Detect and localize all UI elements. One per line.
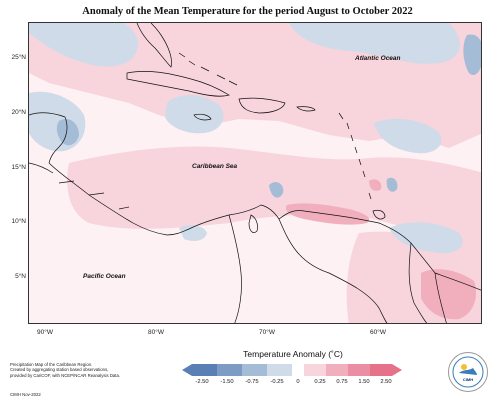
map-panel: Atlantic Ocean Caribbean Sea Pacific Oce… (28, 22, 482, 324)
cool-anomaly-aruba (269, 182, 284, 198)
anomaly-map-svg (29, 23, 481, 323)
colorbar-segment-6 (326, 364, 348, 376)
pacific-ocean-label: Pacific Ocean (83, 273, 126, 280)
florida-outline (136, 23, 172, 68)
lat-tick-10: 10°N (11, 218, 26, 225)
lon-tick-70: 70°W (259, 329, 275, 336)
cool-anomaly-barbados (386, 177, 398, 192)
bahamas-outline (178, 52, 238, 86)
cool-anomaly-north-gulf (29, 23, 139, 67)
jamaica-outline (193, 113, 212, 121)
cool-anomaly-east-caribbean (374, 118, 442, 154)
colombia-border (228, 214, 242, 323)
cool-anomaly-guyana-coast (389, 222, 463, 254)
atlantic-ocean-label: Atlantic Ocean (355, 55, 401, 62)
puerto-rico-outline (296, 106, 316, 112)
lake-maracaibo (248, 214, 258, 233)
map-title: Anomaly of the Mean Temperature for the … (82, 6, 413, 17)
logo-emblem-icon (452, 356, 484, 388)
guyana-border (408, 242, 428, 323)
legend-title: Temperature Anomaly (˚C) (243, 349, 343, 359)
hispaniola-outline (238, 97, 286, 114)
warm-anomaly-lesser-antilles (369, 179, 382, 191)
cuba-outline (126, 71, 230, 97)
colorbar-arrow-left (182, 364, 192, 376)
central-america-inner (29, 162, 130, 210)
venezuela-border (278, 218, 388, 323)
suriname-border (434, 272, 447, 323)
yucatan-outline (29, 112, 68, 164)
colorbar-segment-2 (217, 364, 242, 376)
footnote: Precipitation Map of the Caribbean Regio… (10, 362, 170, 378)
trinidad-outline (372, 209, 386, 220)
central-america-outline (48, 162, 190, 236)
legend-tick-3: -0.75 (245, 379, 259, 385)
credit-text: CIMH Nov-2022 (10, 392, 41, 397)
lesser-antilles (338, 112, 372, 200)
legend-tick-1: -2.50 (195, 379, 209, 385)
caribbean-sea-label: Caribbean Sea (192, 163, 238, 170)
cool-anomaly-jamaica (165, 94, 224, 134)
lat-tick-25: 25°N (11, 54, 26, 61)
colorbar-segment-4 (267, 364, 292, 376)
cool-anomaly-north-atlantic (289, 23, 460, 64)
lon-tick-80: 80°W (148, 329, 164, 336)
colorbar-arrow-right (392, 364, 402, 376)
legend-tick-9: 2.50 (380, 379, 392, 385)
cool-anomaly-far-northeast (463, 34, 481, 75)
legend-tick-5: 0 (296, 379, 300, 385)
lat-tick-5: 5°N (15, 273, 26, 280)
warm-anomaly-guianas (421, 269, 477, 320)
colorbar-segment-8 (370, 364, 392, 376)
colorbar-svg (182, 364, 402, 376)
logo-text: CIMH (462, 377, 474, 382)
colorbar-segment-7 (348, 364, 370, 376)
lat-tick-20: 20°N (11, 109, 26, 116)
colorbar-segment-1 (192, 364, 217, 376)
legend-tick-4: -0.25 (270, 379, 284, 385)
colorbar-segment-zero (292, 364, 304, 376)
colorbar-segment-5 (304, 364, 326, 376)
colorbar-legend: -2.50 -1.50 -0.75 -0.25 0 0.25 0.75 1.50… (182, 362, 402, 392)
lon-tick-60: 60°W (370, 329, 386, 336)
colorbar-segment-3 (242, 364, 267, 376)
south-america-coast (188, 204, 481, 291)
legend-tick-8: 1.50 (358, 379, 370, 385)
lon-tick-90: 90°W (37, 329, 53, 336)
cimh-logo: CIMH (448, 352, 488, 392)
legend-tick-7: 0.75 (336, 379, 348, 385)
warm-anomaly-atlantic (29, 23, 481, 148)
legend-tick-2: -1.50 (220, 379, 234, 385)
lat-tick-15: 15°N (11, 164, 26, 171)
coastlines (29, 23, 481, 323)
footnote-line-1: Precipitation Map of the Caribbean Regio… (10, 362, 93, 367)
legend-tick-6: 0.25 (314, 379, 326, 385)
cool-anomaly-belize (56, 118, 79, 146)
footnote-line-3: provided by CariCOF, with NCEP/NCAR Rean… (10, 372, 121, 378)
footnote-line-2: Created by aggregating station based obs… (10, 367, 109, 373)
cool-anomaly-panama (179, 225, 207, 241)
warm-anomaly-caribbean (67, 146, 481, 253)
